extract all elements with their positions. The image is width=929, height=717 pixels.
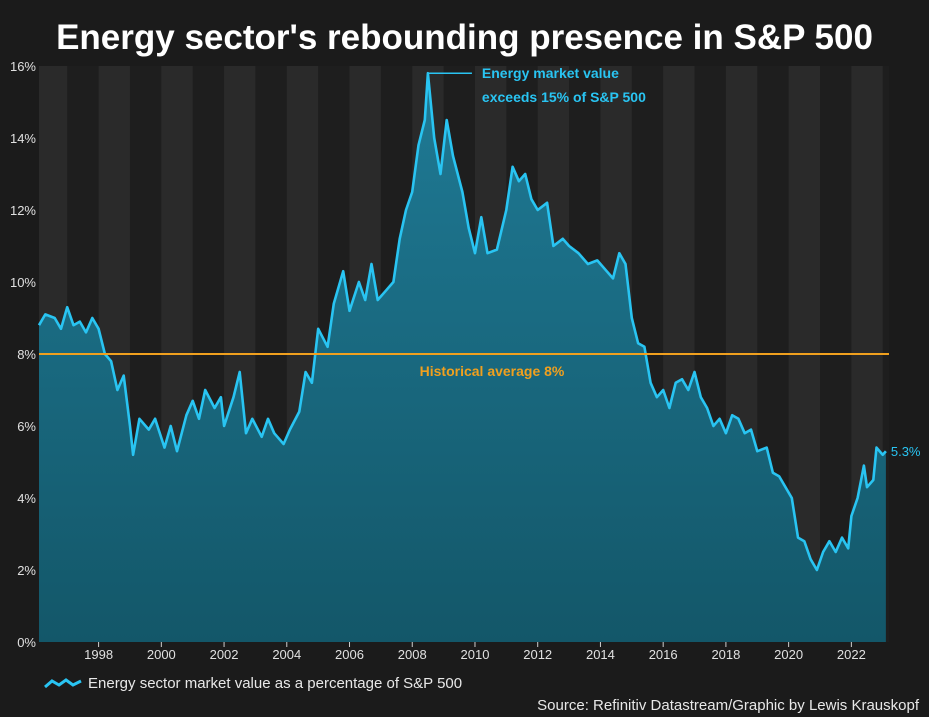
x-tick-label: 2010 xyxy=(461,647,490,662)
y-tick-label: 2% xyxy=(17,563,36,578)
x-tick-label: 2018 xyxy=(711,647,740,662)
x-tick-label: 2000 xyxy=(147,647,176,662)
legend-swatch xyxy=(44,677,82,688)
y-tick-label: 14% xyxy=(10,131,36,146)
series-line xyxy=(37,71,887,572)
y-tick-label: 10% xyxy=(10,275,36,290)
y-tick-label: 4% xyxy=(17,491,36,506)
x-tick-label: 2014 xyxy=(586,647,615,662)
x-tick-label: 2020 xyxy=(774,647,803,662)
end-value-label: 5.3% xyxy=(891,444,921,459)
legend-label: Energy sector market value as a percenta… xyxy=(88,675,463,692)
peak-annotation-line2: exceeds 15% of S&P 500 xyxy=(482,89,646,105)
y-tick-label: 16% xyxy=(10,59,36,74)
x-tick-label: 2006 xyxy=(335,647,364,662)
x-tick-label: 2008 xyxy=(398,647,427,662)
y-tick-label: 6% xyxy=(17,419,36,434)
chart-title: Energy sector's rebounding presence in S… xyxy=(56,18,873,57)
x-tick-label: 1998 xyxy=(84,647,113,662)
peak-annotation-line1: Energy market value xyxy=(482,65,619,81)
reference-line-label: Historical average 8% xyxy=(420,363,565,379)
y-tick-label: 12% xyxy=(10,203,36,218)
x-tick-label: 2004 xyxy=(272,647,301,662)
x-tick-label: 2002 xyxy=(210,647,239,662)
x-tick-label: 2012 xyxy=(523,647,552,662)
x-tick-label: 2022 xyxy=(837,647,866,662)
x-tick-label: 2016 xyxy=(649,647,678,662)
y-tick-label: 0% xyxy=(17,635,36,650)
y-tick-label: 8% xyxy=(17,347,36,362)
chart-legend: Energy sector market value as a percenta… xyxy=(44,675,462,692)
series-area xyxy=(39,73,886,642)
source-credit: Source: Refinitiv Datastream/Graphic by … xyxy=(537,697,919,714)
